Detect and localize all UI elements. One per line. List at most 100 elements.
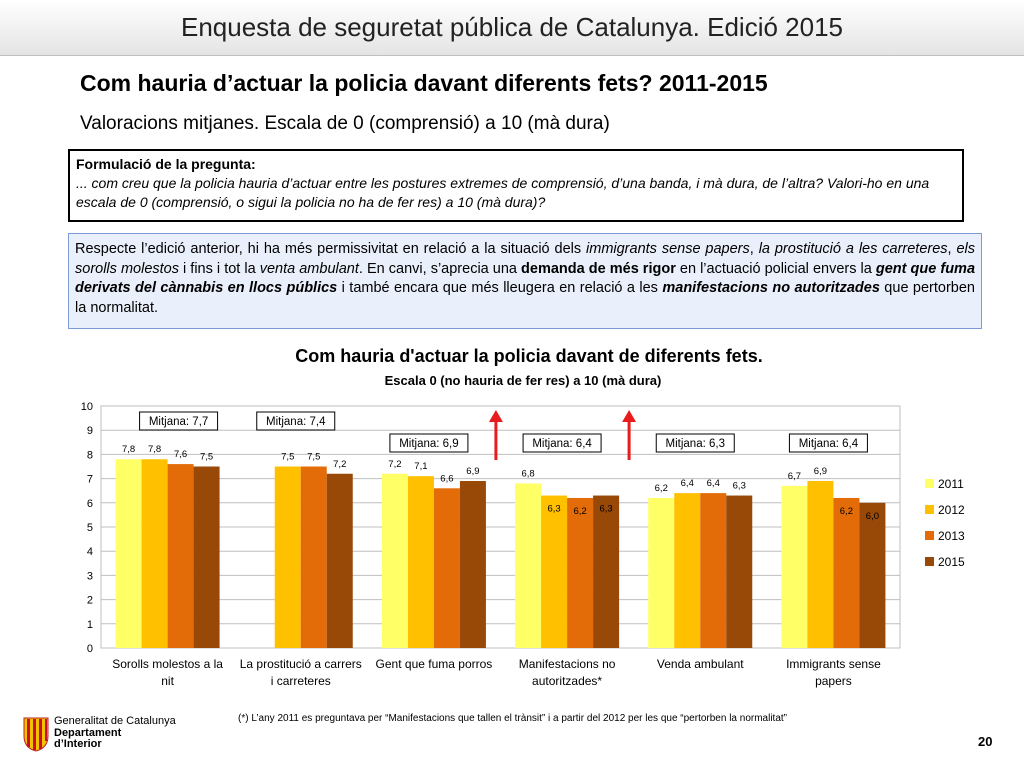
page-header-title: Enquesta de seguretat pública de Catalun…	[180, 12, 844, 42]
average-box	[256, 411, 336, 431]
average-box	[522, 433, 602, 453]
comment-text: i fins i tot la	[178, 260, 260, 277]
question-box: Formulació de la pregunta: ... com creu …	[68, 149, 964, 222]
comment-bold-emphasis: gent que fuma derivats del cànnabis en l…	[75, 260, 976, 297]
legend-label: 2011	[938, 477, 964, 491]
footer-organization: Generalitat de Catalunya Departament d’I…	[54, 715, 176, 751]
org-department: Departament	[54, 726, 122, 739]
data-label: 6,2	[840, 506, 853, 517]
footnote: (*) L’any 2011 es preguntava per “Manife…	[238, 713, 788, 724]
y-tick-label: 10	[81, 401, 93, 413]
bar	[515, 483, 542, 648]
average-label: Mitjana: 7,7	[149, 416, 208, 428]
comment-emphasis: els sorolls molestos	[75, 241, 976, 277]
bar	[274, 466, 301, 648]
x-tick-label: La prostitució a carrers	[240, 657, 362, 671]
comment-text: Respecte l’edició anterior, hi ha més pe…	[75, 241, 587, 257]
y-tick-label: 2	[87, 595, 93, 607]
data-label: 6,4	[707, 478, 720, 489]
question-text: ... com creu que la policia hauria d’act…	[76, 175, 930, 210]
subtitle: Valoracions mitjanes. Escala de 0 (compr…	[80, 113, 610, 134]
data-label: 6,2	[655, 483, 668, 494]
x-tick-label: autoritzades*	[532, 674, 602, 688]
bar	[859, 502, 886, 648]
average-label: Mitjana: 6,4	[532, 438, 592, 450]
data-label: 7,2	[388, 459, 401, 470]
comment-text: ,	[749, 241, 759, 257]
comment-text: i també encara que més lleugera en relac…	[337, 280, 663, 296]
increase-arrow-head	[622, 410, 637, 422]
comment-emphasis: immigrants sense papers	[586, 241, 750, 257]
bar-chart: 0 1 2 3 4 5 6 7 8 9 10 7,8 7,8 7,6 7,5 Sorolls molestos…	[81, 401, 965, 688]
bar	[381, 473, 408, 648]
data-label: 6,8	[521, 468, 534, 479]
bar	[326, 473, 353, 648]
average-box	[655, 433, 735, 453]
data-label: 6,2	[573, 506, 586, 517]
y-tick-label: 1	[87, 619, 93, 631]
comment-text: . En canvi, s’aprecia una	[358, 260, 522, 277]
y-tick-label: 0	[87, 643, 93, 655]
data-label: 7,2	[333, 459, 346, 470]
question-heading: Formulació de la pregunta:	[76, 156, 256, 172]
comment-bold: demanda de més rigor	[521, 260, 676, 277]
data-label: 7,8	[148, 444, 161, 455]
x-tick-label: papers	[815, 674, 852, 688]
y-tick-label: 3	[87, 570, 93, 582]
bar	[726, 495, 753, 648]
comment-emphasis: venta ambulant	[259, 260, 359, 277]
bar	[141, 459, 168, 648]
average-box	[788, 433, 868, 453]
bar	[433, 488, 460, 648]
org-name: Generalitat de Catalunya	[54, 715, 176, 727]
legend-swatch	[925, 479, 934, 488]
bar	[807, 481, 834, 648]
average-label: Mitjana: 7,4	[266, 416, 326, 428]
legend-label: 2012	[938, 503, 965, 517]
data-label: 6,7	[788, 471, 801, 482]
x-tick-label: nit	[161, 674, 174, 688]
bar	[115, 459, 142, 648]
bar	[167, 464, 194, 648]
average-box	[389, 433, 469, 453]
x-tick-label: Sorolls molestos a la	[112, 657, 223, 671]
data-label: 7,5	[200, 452, 213, 463]
page-number: 20	[978, 734, 993, 749]
bar	[833, 497, 860, 648]
main-title: Com hauria d’actuar la policia davant di…	[80, 70, 768, 96]
data-label: 6,9	[466, 466, 479, 477]
y-tick-label: 5	[87, 522, 93, 534]
data-label: 6,9	[814, 466, 827, 477]
data-label: 7,5	[281, 452, 294, 463]
average-label: Mitjana: 6,4	[799, 438, 859, 450]
data-label: 6,3	[599, 504, 612, 515]
legend-swatch	[925, 531, 934, 540]
x-tick-label: Manifestacions no	[519, 657, 616, 671]
data-label: 6,0	[866, 511, 879, 522]
data-label: 6,4	[681, 478, 694, 489]
bar	[700, 493, 727, 648]
bar	[648, 497, 675, 648]
header-bar: Enquesta de seguretat pública de Catalun…	[0, 0, 1024, 56]
x-tick-label: Immigrants sense	[786, 657, 881, 671]
y-tick-label: 9	[87, 425, 93, 437]
data-label: 6,6	[440, 473, 453, 484]
legend-label: 2015	[938, 555, 965, 569]
x-tick-label: Gent que fuma porros	[376, 657, 493, 671]
average-box	[139, 411, 219, 431]
bar	[459, 481, 486, 648]
data-label: 7,8	[122, 444, 135, 455]
bar	[567, 497, 594, 648]
comment-text: en l’actuació policial envers la	[675, 260, 876, 277]
comment-text: ,	[947, 241, 957, 257]
comment-bold-emphasis: manifestacions no autoritzades	[662, 280, 880, 296]
y-tick-label: 4	[87, 546, 93, 558]
legend-swatch	[925, 505, 934, 514]
increase-arrow-head	[488, 410, 503, 422]
bar	[674, 493, 701, 648]
average-label: Mitjana: 6,3	[666, 438, 725, 450]
bar	[541, 495, 568, 648]
y-tick-label: 8	[87, 449, 93, 461]
bar	[300, 466, 327, 648]
bar	[781, 485, 808, 648]
